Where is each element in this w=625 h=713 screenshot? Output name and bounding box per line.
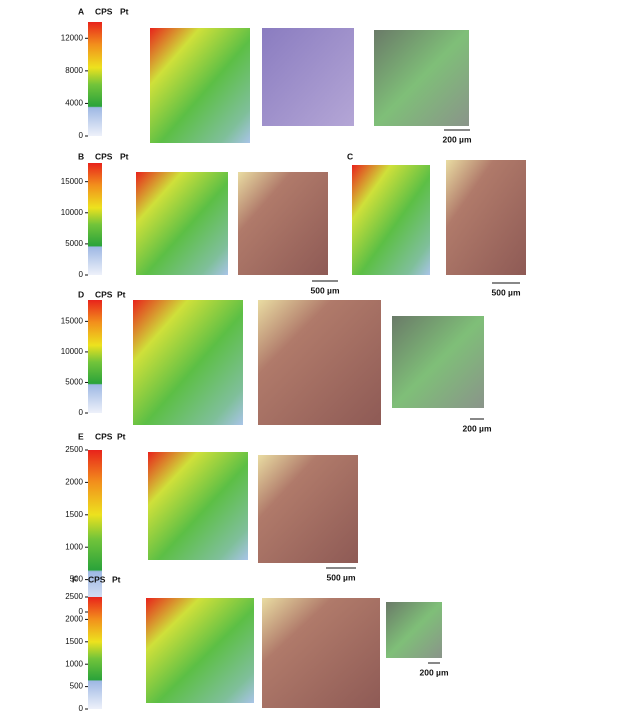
scale-bar-label: 200 µm xyxy=(443,134,472,144)
scale-bar-label: 200 µm xyxy=(420,667,449,677)
element-label: Pt xyxy=(112,574,121,584)
image-fluor xyxy=(374,30,469,126)
cps-label: CPS xyxy=(95,431,113,441)
colorbar-tick-label: 500 xyxy=(70,575,84,584)
colorbar-tick-label: 0 xyxy=(79,270,84,279)
colorbar-tick-label: 0 xyxy=(79,131,84,140)
panel-label: D xyxy=(78,289,84,299)
cps-label: CPS xyxy=(95,151,113,161)
image-map xyxy=(146,598,254,703)
cps-label: CPS xyxy=(88,574,106,584)
colorbar-tick-label: 4000 xyxy=(65,99,83,108)
image-histo xyxy=(258,300,381,425)
scale-bar-label: 500 µm xyxy=(327,572,356,582)
panel-label: C xyxy=(347,151,353,161)
colorbar-tick-label: 1500 xyxy=(65,637,83,646)
colorbar-tick-label: 1000 xyxy=(65,542,83,551)
colorbar-tick-label: 2000 xyxy=(65,615,83,624)
colorbar-tick-label: 12000 xyxy=(61,33,84,42)
element-label: Pt xyxy=(117,289,126,299)
colorbar-tick-label: 1000 xyxy=(65,659,83,668)
panel-label: B xyxy=(78,151,84,161)
colorbar-tick-label: 15000 xyxy=(61,177,84,186)
scale-bar-label: 200 µm xyxy=(463,423,492,433)
colorbar-tick-label: 2000 xyxy=(65,478,83,487)
panel-label: E xyxy=(78,431,84,441)
colorbar-tick-label: 2500 xyxy=(65,592,83,601)
image-map xyxy=(150,28,250,143)
element-label: Pt xyxy=(120,151,129,161)
image-histo xyxy=(262,598,380,708)
scale-bar-label: 500 µm xyxy=(311,285,340,295)
panel-label: A xyxy=(78,6,84,16)
colorbar-tick-label: 8000 xyxy=(65,66,83,75)
image-histo xyxy=(446,160,526,275)
image-map xyxy=(133,300,243,425)
colorbar-tick-label: 1500 xyxy=(65,510,83,519)
colorbar-tick-label: 2500 xyxy=(65,445,83,454)
colorbar-tick-label: 10000 xyxy=(61,208,84,217)
image-map xyxy=(148,452,248,560)
colorbar-tick-label: 15000 xyxy=(61,316,84,325)
cps-label: CPS xyxy=(95,289,113,299)
element-label: Pt xyxy=(117,431,126,441)
colorbar-tick-label: 5000 xyxy=(65,378,83,387)
colorbar xyxy=(88,450,102,612)
cps-label: CPS xyxy=(95,6,113,16)
panel-label: F xyxy=(72,574,77,584)
image-map xyxy=(136,172,228,275)
image-fluor xyxy=(386,602,442,658)
image-histo xyxy=(238,172,328,275)
scale-bar-label: 500 µm xyxy=(492,287,521,297)
image-fluor xyxy=(392,316,484,408)
colorbar xyxy=(88,300,102,413)
colorbar-tick-label: 0 xyxy=(79,704,84,713)
image-histo xyxy=(258,455,358,563)
colorbar-tick-label: 0 xyxy=(79,408,84,417)
colorbar-tick-label: 0 xyxy=(79,607,84,616)
colorbar xyxy=(88,597,102,709)
element-label: Pt xyxy=(120,6,129,16)
colorbar xyxy=(88,22,102,136)
colorbar-tick-label: 10000 xyxy=(61,347,84,356)
colorbar xyxy=(88,163,102,275)
colorbar-tick-label: 5000 xyxy=(65,239,83,248)
image-map xyxy=(352,165,430,275)
colorbar-tick-label: 500 xyxy=(70,682,84,691)
image-histoA xyxy=(262,28,354,126)
